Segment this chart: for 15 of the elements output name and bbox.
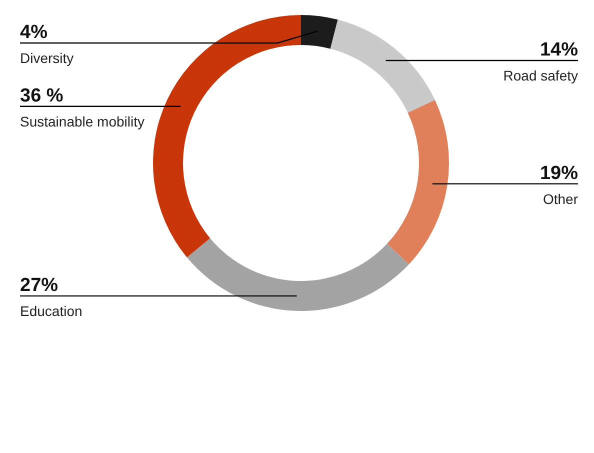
slice-label: Sustainable mobility <box>20 113 145 130</box>
donut-slice <box>387 100 449 264</box>
data-label: 14% <box>540 40 578 61</box>
data-label: 19% <box>540 162 578 184</box>
slice-label: Education <box>20 302 82 319</box>
donut-slice <box>330 20 435 113</box>
slice-label: Other <box>542 190 578 207</box>
donut-slice <box>301 15 338 49</box>
donut-slice <box>186 238 409 311</box>
data-label: 4% <box>20 22 48 43</box>
donut-slice <box>153 15 301 258</box>
data-label: 27% <box>20 274 58 296</box>
slice-label: Road safety <box>503 68 578 84</box>
data-label: 36 % <box>20 85 64 106</box>
slice-label: Diversity <box>20 50 74 66</box>
